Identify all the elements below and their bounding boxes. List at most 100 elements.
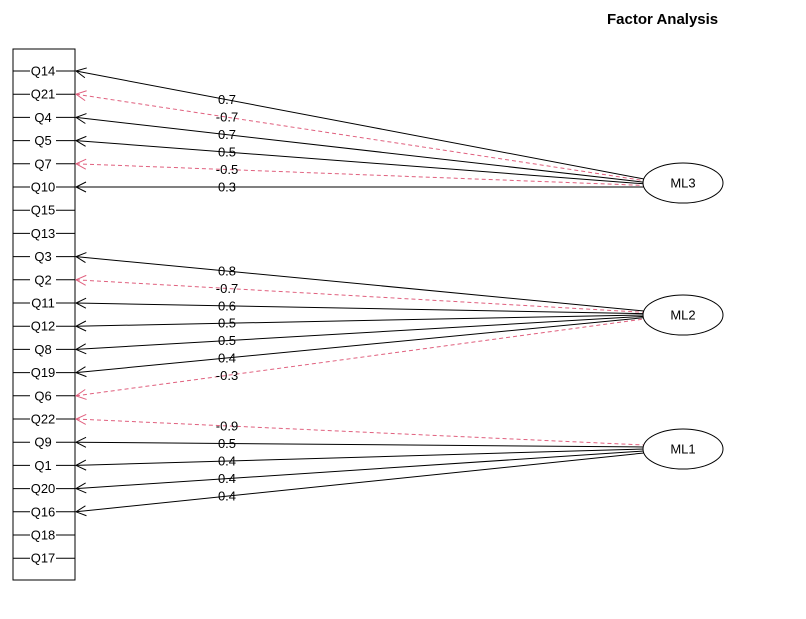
loading-label: -0.9 — [216, 418, 238, 433]
loading-label: 0.4 — [218, 489, 236, 504]
factor-node — [642, 294, 724, 336]
item-label-bg — [30, 180, 56, 193]
item-label-bg — [30, 87, 56, 101]
arrowhead — [74, 274, 87, 286]
item-label-bg — [30, 342, 56, 356]
loading-label: -0.7 — [216, 281, 238, 296]
arrowhead — [74, 505, 87, 517]
item-label-bg — [30, 249, 56, 263]
arrowhead — [74, 389, 87, 400]
item-label-bg — [30, 133, 56, 147]
loading-label: 0.8 — [218, 264, 236, 279]
loading-label: 0.4 — [218, 471, 236, 486]
arrowhead — [74, 366, 87, 378]
arrowhead — [74, 297, 87, 309]
item-label-bg — [30, 412, 56, 425]
item-label-bg — [30, 528, 56, 541]
item-label-bg — [30, 458, 56, 472]
item-label: Q14 — [31, 64, 56, 79]
item-label: Q19 — [31, 365, 56, 380]
loading-label: -0.7 — [216, 110, 238, 125]
item-label: Q4 — [34, 110, 51, 125]
item-label-bg — [30, 272, 56, 286]
arrowhead — [74, 67, 87, 79]
item-label: Q9 — [34, 435, 51, 450]
arrowhead — [74, 252, 87, 263]
arrowhead — [74, 343, 87, 355]
item-label-bg — [30, 551, 56, 565]
item-label-bg — [30, 319, 56, 333]
item-label: Q20 — [31, 481, 56, 496]
loading-label: 0.7 — [218, 127, 236, 142]
item-label: Q16 — [31, 504, 56, 519]
loading-label: 0.7 — [218, 92, 236, 107]
loading-path — [75, 116, 645, 183]
arrowhead — [74, 90, 87, 102]
loading-label: 0.5 — [218, 333, 236, 348]
item-label-bg — [30, 203, 56, 217]
loading-path — [75, 317, 645, 374]
arrowhead — [74, 158, 87, 170]
item-label-bg — [30, 365, 56, 379]
loading-path — [75, 140, 645, 185]
loading-paths: 0.7 -0.7 0.7 0.5 -0.5 0.3 0.8 -0.7 0.6 0.5 0.5 0.4 -… — [74, 67, 645, 517]
item-label: Q6 — [34, 388, 51, 403]
factor-nodes: ML3 ML2 ML1 — [642, 162, 724, 470]
loading-path — [75, 318, 645, 397]
item-label-bg — [30, 296, 56, 309]
item-label: Q7 — [34, 156, 51, 171]
loading-label: 0.4 — [218, 454, 236, 469]
loading-label: -0.3 — [216, 368, 238, 383]
loading-path — [75, 163, 645, 186]
arrowhead — [74, 414, 87, 425]
item-label: Q5 — [34, 133, 51, 148]
arrowhead — [74, 459, 87, 471]
item-label-bg — [30, 110, 56, 124]
factor-label: ML1 — [670, 442, 695, 457]
arrowhead — [74, 181, 87, 193]
item-label: Q17 — [31, 551, 56, 566]
loading-path — [75, 93, 645, 182]
item-label: Q1 — [34, 458, 51, 473]
item-label-bg — [30, 156, 56, 170]
item-label: Q12 — [31, 319, 56, 334]
factor-node — [642, 428, 724, 470]
item-label: Q8 — [34, 342, 51, 357]
loading-path — [75, 314, 645, 327]
loading-path — [75, 315, 645, 350]
loading-path — [75, 279, 645, 313]
loading-label: 0.5 — [218, 436, 236, 451]
item-label: Q3 — [34, 249, 51, 264]
arrowhead — [74, 113, 87, 124]
loading-path — [75, 441, 645, 448]
item-label-bg — [30, 226, 56, 240]
arrowhead — [74, 436, 87, 448]
item-list: Q14 Q21 Q4 Q5 Q7 Q10 Q15 Q13 Q3 Q2 Q11 Q12 Q8 Q19 Q6 Q2… — [13, 64, 75, 566]
diagram-title: Factor Analysis — [607, 11, 718, 28]
item-label: Q15 — [31, 203, 56, 218]
loading-label: -0.5 — [216, 162, 238, 177]
item-label-bg — [30, 388, 56, 402]
loading-path — [75, 452, 645, 513]
loading-label: 0.4 — [218, 350, 236, 365]
loading-path — [75, 256, 645, 312]
item-label: Q18 — [31, 528, 56, 543]
loading-path — [75, 450, 645, 490]
items-box — [12, 48, 76, 581]
item-label: Q10 — [31, 180, 56, 195]
item-label: Q11 — [31, 296, 55, 311]
item-label-bg — [30, 64, 56, 77]
factor-label: ML3 — [670, 176, 695, 191]
loading-label: 0.6 — [218, 298, 236, 313]
arrowhead — [74, 482, 87, 494]
factor-node — [642, 162, 724, 204]
loading-path — [75, 70, 645, 180]
item-label-bg — [30, 504, 56, 518]
arrowhead — [74, 320, 87, 332]
loading-label: 0.5 — [218, 316, 236, 331]
arrowhead — [74, 135, 87, 147]
loading-label: 0.3 — [218, 180, 236, 195]
loading-path — [75, 302, 645, 315]
item-label-bg — [30, 481, 56, 495]
